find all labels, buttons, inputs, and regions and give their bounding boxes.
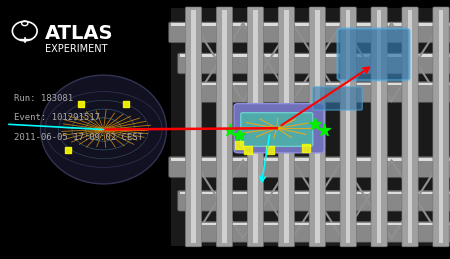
Polygon shape [171,23,450,26]
FancyBboxPatch shape [187,82,450,102]
Polygon shape [315,10,320,243]
Polygon shape [408,10,412,243]
FancyBboxPatch shape [248,7,264,247]
Polygon shape [171,8,450,246]
Point [64,148,71,152]
FancyBboxPatch shape [433,7,449,247]
FancyBboxPatch shape [178,53,450,74]
FancyBboxPatch shape [371,7,387,247]
FancyBboxPatch shape [278,7,294,247]
Ellipse shape [40,75,166,184]
Polygon shape [222,10,227,243]
Polygon shape [180,192,450,194]
Point [77,102,85,106]
Point [226,127,233,132]
Text: Run: 183081: Run: 183081 [14,94,72,103]
FancyBboxPatch shape [309,7,325,247]
Point [235,143,242,147]
Polygon shape [346,10,351,243]
Polygon shape [191,10,196,243]
FancyBboxPatch shape [216,7,233,247]
FancyBboxPatch shape [313,87,362,110]
FancyBboxPatch shape [185,7,202,247]
FancyBboxPatch shape [178,190,450,211]
Text: Event: 101291517: Event: 101291517 [14,113,99,122]
Point [266,148,274,152]
Polygon shape [284,10,288,243]
FancyBboxPatch shape [241,113,313,146]
Text: 2011-06-05 17:09:02 CEST: 2011-06-05 17:09:02 CEST [14,133,143,142]
Polygon shape [253,10,257,243]
FancyBboxPatch shape [187,221,450,242]
Polygon shape [171,158,450,161]
Text: ATLAS: ATLAS [45,24,113,43]
Point [302,146,310,150]
Polygon shape [377,10,382,243]
Point [122,102,130,106]
Polygon shape [439,10,443,243]
Point [320,127,328,132]
FancyBboxPatch shape [234,104,324,153]
Polygon shape [180,54,450,57]
FancyBboxPatch shape [169,22,450,43]
FancyBboxPatch shape [169,157,450,177]
FancyBboxPatch shape [402,7,418,247]
Polygon shape [189,223,450,225]
Point [244,148,251,152]
Text: EXPERIMENT: EXPERIMENT [45,44,108,54]
Polygon shape [189,83,450,85]
Point [311,122,319,126]
FancyBboxPatch shape [340,7,356,247]
Point [235,133,242,137]
FancyBboxPatch shape [338,28,410,80]
